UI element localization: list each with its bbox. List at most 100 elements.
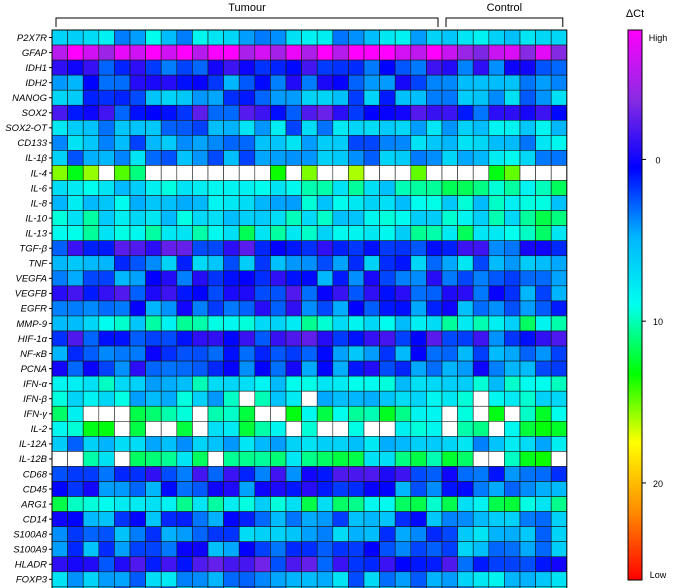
heatmap-cell [285,481,302,497]
heatmap-cell [114,150,131,166]
heatmap-cell [504,390,521,407]
heatmap-cell [285,165,302,181]
heatmap-cell [254,420,271,437]
heatmap-cell [348,345,365,362]
heatmap-cell [176,451,193,467]
heatmap-cell [98,74,115,91]
row-label: PCNA [21,364,47,375]
heatmap-cell [363,135,380,151]
heatmap-cell [332,390,349,407]
heatmap-cell [379,541,396,558]
heatmap-cell [129,586,146,588]
heatmap-cell [176,420,193,437]
heatmap-cell [67,345,84,362]
heatmap-cell [316,300,334,317]
heatmap-cell [519,481,536,497]
heatmap-cell [223,255,240,272]
heatmap-cell [145,240,162,257]
heatmap-cell [192,29,209,46]
heatmap-cell [145,345,162,362]
heatmap-cell [270,74,287,91]
heatmap-cell [348,466,365,482]
heatmap-cell [98,315,115,332]
heatmap-cell [363,210,380,226]
heatmap-cell [51,104,68,121]
heatmap-cell [285,104,302,121]
heatmap-cell [82,300,100,317]
colorbar-low-label: Low [650,570,667,580]
heatmap-cell [207,511,224,527]
heatmap-cell [488,135,505,151]
heatmap-cell [394,225,412,241]
heatmap-cell [457,556,474,573]
heatmap-cell [379,586,396,588]
heatmap-cell [441,225,458,241]
heatmap-cell [98,496,115,512]
heatmap-cell [82,74,100,91]
heatmap-cell [160,270,178,287]
heatmap-cell [410,89,427,106]
heatmap-cell [129,345,146,362]
heatmap-cell [254,390,271,407]
heatmap-cell [394,526,412,543]
heatmap-cell [129,405,146,422]
heatmap-cell [519,270,536,287]
heatmap-cell [316,390,334,407]
heatmap-cell [145,330,162,347]
row-label: CD14 [23,514,47,525]
heatmap-cell [160,496,178,512]
heatmap-cell [332,375,349,392]
heatmap-cell [457,270,474,287]
heatmap-cell [254,360,271,377]
heatmap-cell [254,571,271,588]
heatmap-cell [67,44,84,61]
heatmap-cell [457,315,474,332]
heatmap-cell [223,240,240,257]
heatmap-cell [114,481,131,497]
heatmap-cell [410,315,427,332]
heatmap-cell [207,44,224,61]
heatmap-cell [82,345,100,362]
heatmap-cell [394,255,412,272]
heatmap-cell [176,436,193,452]
heatmap-cell [192,420,209,437]
heatmap-cell [98,44,115,61]
heatmap-cell [394,496,412,512]
heatmap-cell [363,59,380,76]
heatmap-cell [519,300,536,317]
heatmap-cell [472,104,490,121]
heatmap-cell [192,541,209,558]
heatmap-cell [51,330,68,347]
heatmap-cell [176,270,193,287]
heatmap-cell [160,74,178,91]
heatmap-cell [67,360,84,377]
heatmap-cell [114,89,131,106]
heatmap-cell [82,571,100,588]
heatmap-cell [254,375,271,392]
heatmap-cell [457,210,474,226]
heatmap-cell [410,420,427,437]
heatmap-cell [51,240,68,257]
heatmap-cell [254,225,271,241]
heatmap-cell [519,436,536,452]
heatmap-cell [145,436,162,452]
heatmap-cell [379,556,396,573]
heatmap-cell [270,451,287,467]
heatmap-cell [51,180,68,196]
heatmap-cell [363,496,380,512]
heatmap-cell [348,556,365,573]
heatmap-cell [270,150,287,166]
heatmap-cell [98,481,115,497]
heatmap-cell [472,375,490,392]
heatmap-cell [348,541,365,558]
heatmap-cell [332,74,349,91]
heatmap-cell [114,59,131,76]
heatmap-cell [394,571,412,588]
heatmap-cell [98,29,115,46]
heatmap-cell [238,300,256,317]
heatmap-cell [535,345,552,362]
heatmap-cell [535,300,552,317]
heatmap-cell [207,285,224,302]
heatmap-cell [379,74,396,91]
heatmap-cell [223,375,240,392]
